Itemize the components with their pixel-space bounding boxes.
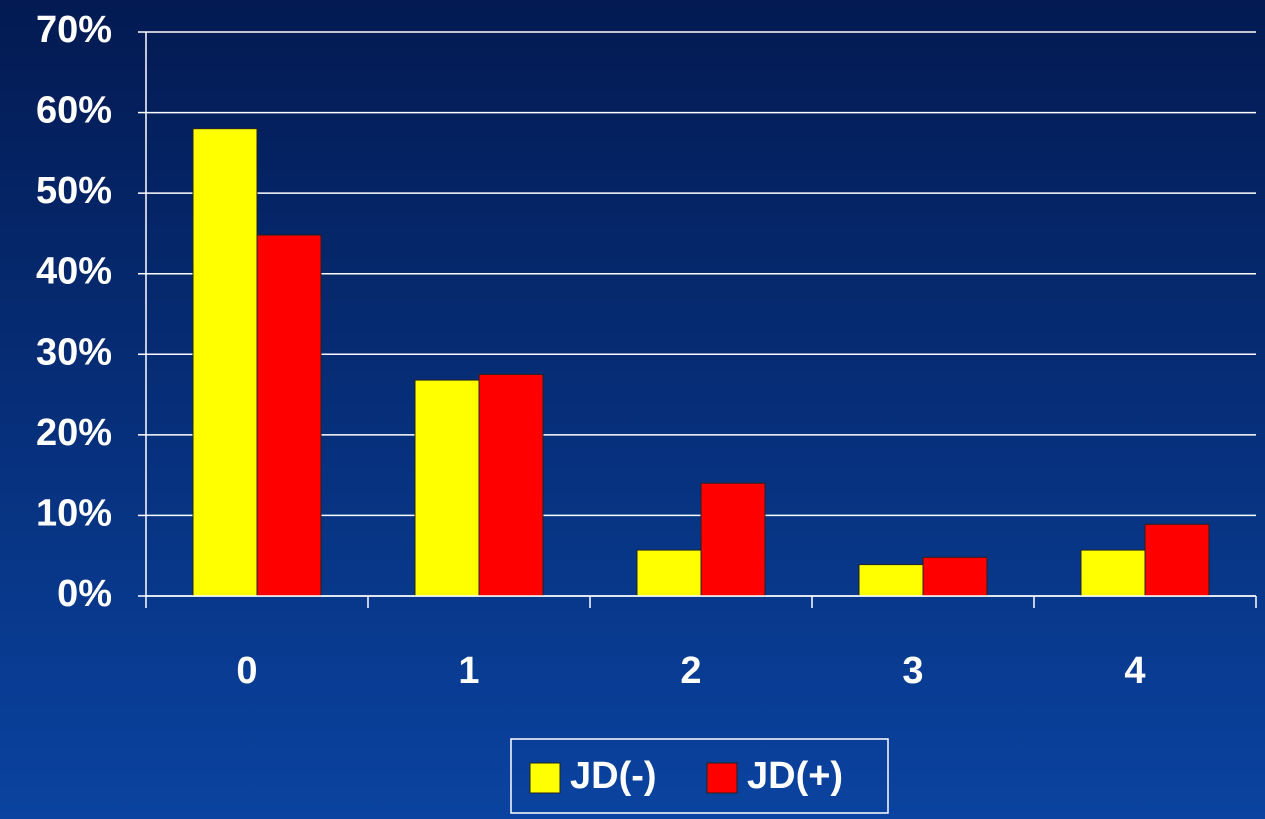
y-tick-label: 10% bbox=[36, 492, 112, 534]
y-tick-label: 0% bbox=[57, 573, 112, 615]
legend-box bbox=[510, 738, 889, 814]
legend-swatch bbox=[529, 762, 561, 794]
x-tick-label: 2 bbox=[680, 650, 701, 692]
bar bbox=[1144, 523, 1210, 597]
bar bbox=[922, 556, 988, 597]
y-tick-label: 70% bbox=[36, 9, 112, 51]
y-tick-label: 30% bbox=[36, 331, 112, 373]
y-tick-label: 60% bbox=[36, 90, 112, 132]
legend-swatch bbox=[706, 762, 738, 794]
y-tick-label: 20% bbox=[36, 412, 112, 454]
bar bbox=[256, 234, 322, 597]
y-tick-label: 50% bbox=[36, 170, 112, 212]
bar bbox=[414, 379, 480, 597]
bar bbox=[636, 549, 702, 597]
bar bbox=[700, 482, 766, 597]
y-tick-label: 40% bbox=[36, 251, 112, 293]
x-tick-label: 3 bbox=[902, 650, 923, 692]
legend-label: JD(+) bbox=[747, 755, 843, 797]
x-tick-label: 4 bbox=[1124, 650, 1145, 692]
bar bbox=[478, 373, 544, 597]
bar bbox=[1080, 549, 1146, 597]
x-tick-label: 0 bbox=[236, 650, 257, 692]
legend-label: JD(-) bbox=[570, 755, 657, 797]
bar bbox=[192, 128, 258, 597]
x-tick-label: 1 bbox=[458, 650, 479, 692]
bar bbox=[858, 564, 924, 597]
